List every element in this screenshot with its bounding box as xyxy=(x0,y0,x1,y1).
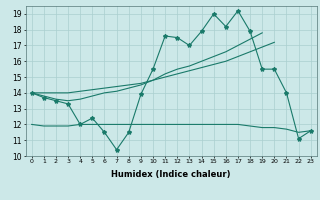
X-axis label: Humidex (Indice chaleur): Humidex (Indice chaleur) xyxy=(111,170,231,179)
